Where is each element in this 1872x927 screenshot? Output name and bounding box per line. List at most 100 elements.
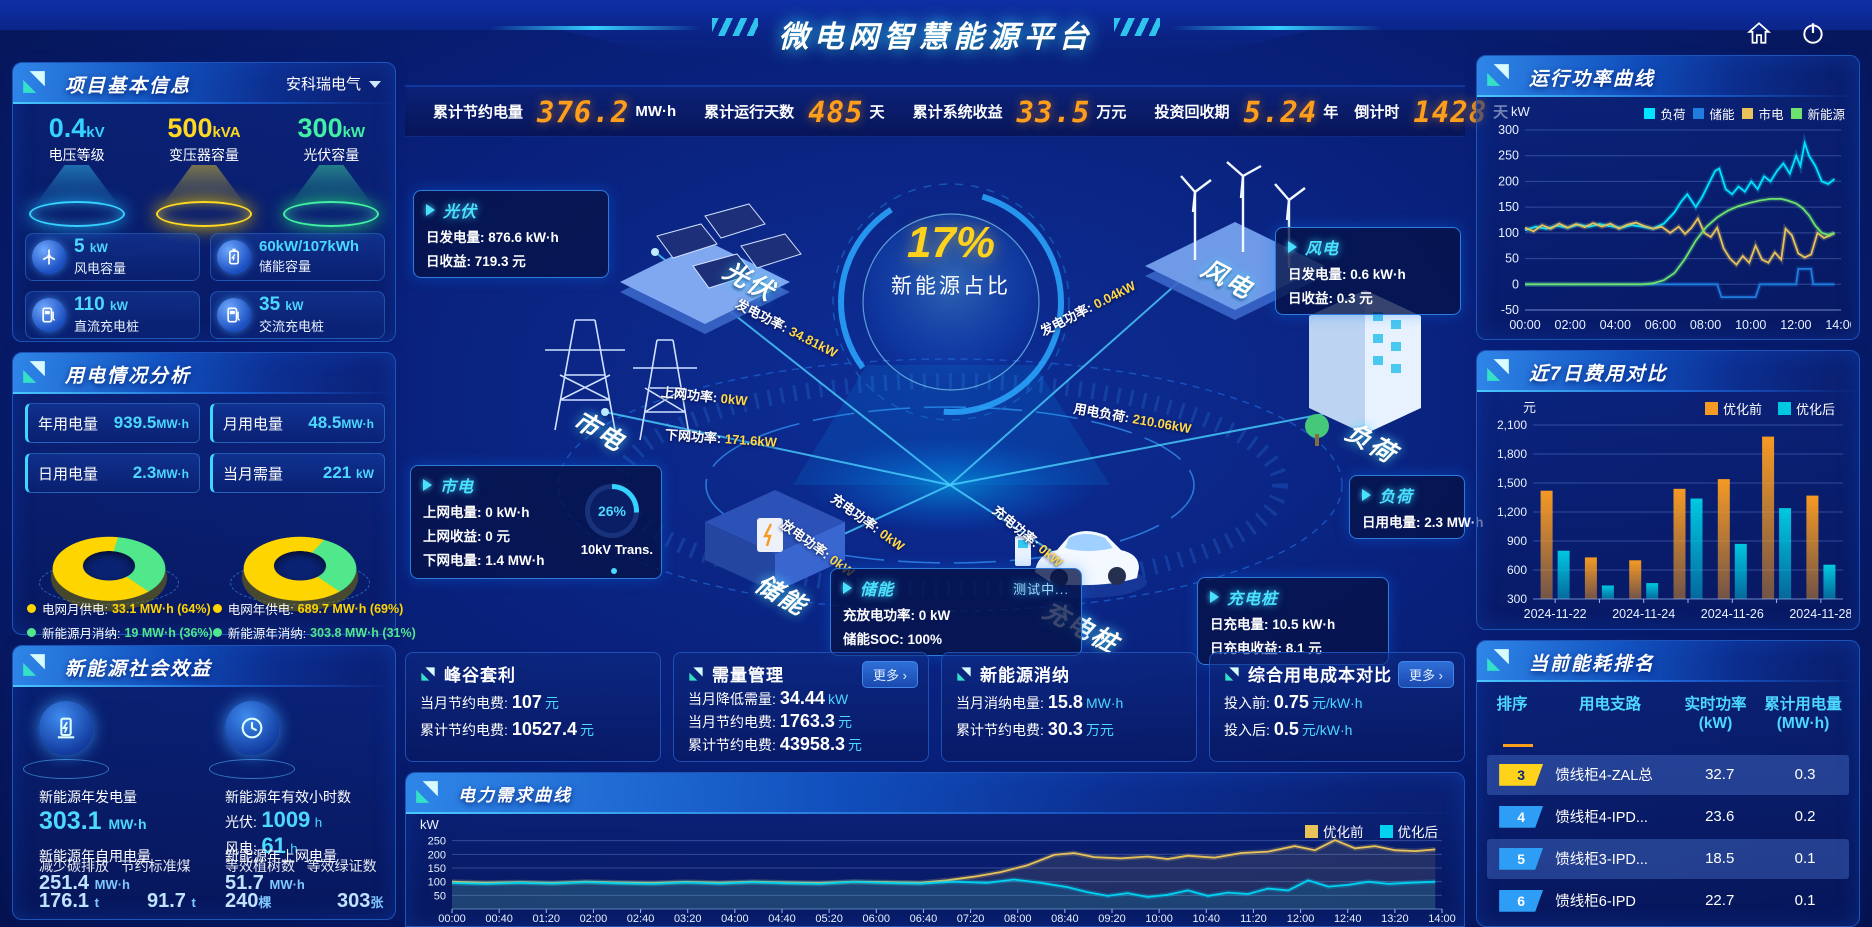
legend-label: 优化后 <box>1795 402 1835 417</box>
svg-text:150: 150 <box>1498 200 1519 214</box>
panel-header: 当前能耗排名 <box>1477 641 1859 682</box>
co2-value: 176.1 <box>39 890 90 912</box>
stat-value: 48.5 <box>308 413 342 432</box>
svg-text:02:00: 02:00 <box>1555 318 1586 332</box>
svg-text:12:00: 12:00 <box>1287 913 1315 925</box>
legend-dot <box>212 604 222 613</box>
svg-text:100: 100 <box>428 877 446 889</box>
legend-value: 689.7 MW·h (69%) <box>297 601 404 616</box>
card-title: 综合用电成本对比 <box>1248 666 1392 685</box>
svg-text:00:00: 00:00 <box>1509 318 1540 332</box>
stat-label: 新能源年自用电量 <box>39 848 151 864</box>
table-row: 3 馈线柜4-ZAL总 32.7 0.3 <box>1487 754 1849 795</box>
svg-text:200: 200 <box>1498 174 1519 188</box>
svg-text:250: 250 <box>428 836 446 848</box>
panel-title: 近7日费用对比 <box>1529 364 1668 385</box>
benefit-unit: MW·h <box>108 816 147 832</box>
pv-hours-label: 光伏: <box>225 814 257 830</box>
company-select[interactable]: 安科瑞电气 <box>285 76 361 93</box>
trees-value: 240 <box>225 890 259 912</box>
table-row: 6 馈线柜6-IPD 22.7 0.1 <box>1487 881 1849 921</box>
node-title: 光伏 <box>443 204 478 221</box>
panel-header: 电力需求曲线 <box>406 773 1464 814</box>
kpi-value: 485 <box>808 94 864 129</box>
kpi-value: 5.24 <box>1243 94 1318 129</box>
storage-info-box: 储能 测试中... 充放电功率: 0 kW 储能SOC: 100% <box>830 568 1082 656</box>
home-button[interactable] <box>1742 16 1776 50</box>
self-use-stat: 新能源年自用电量 减少碳排放 节约标准煤 251.4 MW·h 176.1 t … <box>39 846 196 912</box>
svg-text:00:40: 00:40 <box>485 913 513 925</box>
panel-title: 电力需求曲线 <box>458 786 572 805</box>
trees-label: 等效植树数 <box>225 858 295 874</box>
wind-hours-label: 风电: <box>225 840 257 856</box>
demand-management-card: 需量管理 更多 › 当月降低需量: 34.44 kW 当月节约电费: 1763.3 元 … <box>673 652 929 762</box>
rank-badge: 3 <box>1499 763 1544 786</box>
wind-info-box: 风电 日发电量: 0.6 kW·h 日收益: 0.3 元 <box>1275 227 1461 315</box>
card-title: 需量管理 <box>712 666 784 685</box>
svg-text:0: 0 <box>1512 277 1519 291</box>
more-button[interactable]: 更多 › <box>862 661 918 688</box>
card-label: 储能容量 <box>259 258 312 274</box>
svg-text:12:40: 12:40 <box>1334 913 1362 925</box>
panel-header: 用电情况分析 <box>13 353 395 394</box>
node-title: 储能 <box>860 582 895 599</box>
legend-value: 33.1 MW·h (64%) <box>111 601 211 616</box>
panel-corner-icon <box>1487 64 1509 86</box>
svg-text:2,100: 2,100 <box>1497 418 1527 432</box>
legend-swatch <box>1305 824 1318 838</box>
benefit-value: 303.1 <box>39 807 102 835</box>
kpi-label: 投资回收期 <box>1154 104 1230 121</box>
total-energy: 0.1 <box>1794 850 1816 868</box>
legend-swatch <box>1644 108 1656 119</box>
benefit-label: 新能源年有效小时数 <box>225 789 351 805</box>
spotlight-unit: kVA <box>212 124 241 141</box>
card-value: 5 <box>74 236 85 258</box>
panel-corner-icon <box>23 361 45 383</box>
node-title: 风电 <box>1305 241 1340 258</box>
usage-stats: 年用电量 939.5MW·h 月用电量 48.5MW·h 日用电量 2.3MW·… <box>25 403 385 493</box>
more-button[interactable]: 更多 › <box>1398 661 1454 688</box>
svg-text:14:00: 14:00 <box>1825 318 1851 332</box>
pv-capacity-spotlight: 300kW 光伏容量 <box>272 113 390 229</box>
peak-valley-card: 峰谷套利 当月节约电费: 107 元 累计节约电费: 10527.4 元 <box>405 652 661 762</box>
icon-pedestal <box>209 759 295 779</box>
svg-text:09:20: 09:20 <box>1098 913 1126 925</box>
legend-swatch <box>1742 108 1754 119</box>
header-right-decoration <box>1172 26 1382 30</box>
storage-node-illustration <box>705 490 845 592</box>
legend-swatch <box>1693 108 1705 119</box>
stat-value: 2.3 <box>132 463 157 482</box>
legend-label: 新能源 <box>1807 108 1845 122</box>
stat-label: 年用电量 <box>38 415 99 433</box>
home-icon <box>1746 22 1772 44</box>
cost-comparison-card: 综合用电成本对比 更多 › 投入前: 0.75 元/kW·h 投入后: 0.5 元/kW… <box>1209 652 1465 762</box>
legend-label: 优化前 <box>1722 402 1762 417</box>
stat-value: 51.7 <box>225 872 264 894</box>
svg-text:900: 900 <box>1507 534 1527 548</box>
spotlight-unit: kW <box>342 124 366 141</box>
svg-text:-50: -50 <box>1501 303 1519 317</box>
ac-charger-card: 35 kW 交流充电桩 <box>210 291 385 339</box>
legend-label: 电网年供电: <box>227 603 294 617</box>
chevron-right-icon <box>1210 591 1219 603</box>
legend-item: 新能源月消纳: 19 MW·h (36%) <box>27 623 213 642</box>
grid-info-box: 市电 上网电量: 0 kW·h 上网收益: 0 元 下网电量: 1.4 MW·h… <box>410 465 662 579</box>
power-button[interactable] <box>1796 16 1830 50</box>
stat-unit: MW·h <box>156 417 189 431</box>
light-pad <box>155 201 252 227</box>
light-pad <box>283 201 380 227</box>
legend-swatch <box>1704 402 1718 415</box>
monthly-usage-stat: 月用电量 48.5MW·h <box>210 403 385 443</box>
chevron-down-icon[interactable] <box>369 81 381 88</box>
svg-text:04:00: 04:00 <box>1600 318 1631 332</box>
benefit-label: 新能源年发电量 <box>39 789 137 805</box>
branch-name: 馈线柜3-IPD... <box>1555 852 1648 869</box>
svg-text:100: 100 <box>1498 226 1519 240</box>
legend-item: 电网月供电: 33.1 MW·h (64%) <box>27 599 213 618</box>
card-corner-icon <box>689 666 703 681</box>
svg-text:2024-11-28: 2024-11-28 <box>1789 607 1851 621</box>
dc-charger-icon <box>32 298 66 332</box>
y-axis-unit: kW <box>1511 104 1530 119</box>
storage-capacity-card: 60kW/107kWh 储能容量 <box>210 233 385 281</box>
legend-label: 市电 <box>1758 108 1784 122</box>
